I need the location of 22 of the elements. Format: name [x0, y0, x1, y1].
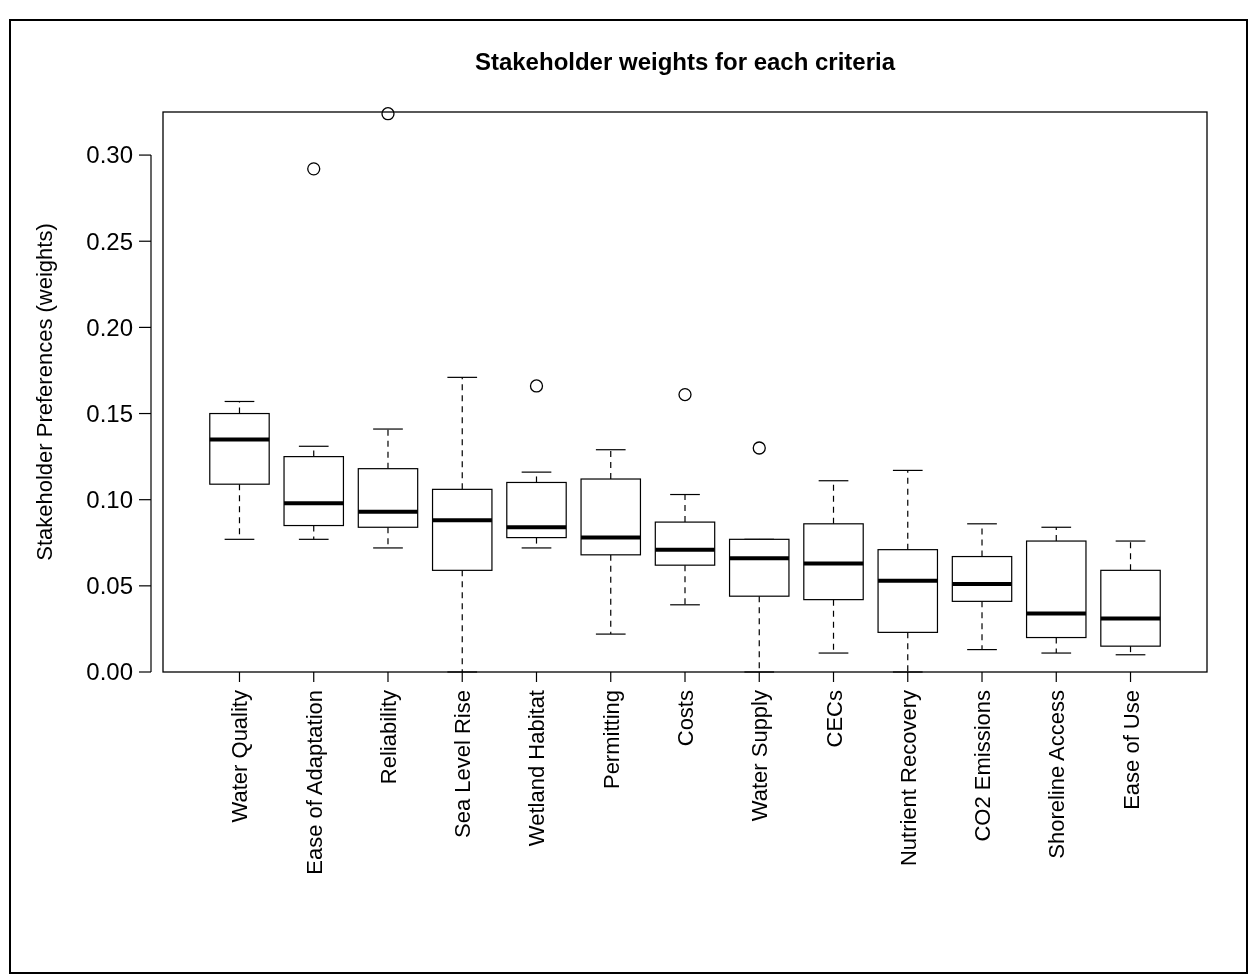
- x-tick-label: Ease of Adaptation: [301, 690, 327, 875]
- y-tick-label: 0.10: [86, 486, 133, 514]
- x-tick-label: CECs: [821, 690, 847, 748]
- x-tick-label: Permitting: [598, 690, 624, 790]
- y-axis-title: Stakeholder Preferences (weights): [32, 223, 57, 561]
- y-tick-label: 0.20: [86, 313, 133, 341]
- x-tick-label: Wetland Habitat: [524, 690, 550, 847]
- x-tick-label: CO2 Emissions: [970, 690, 996, 842]
- x-tick-label: Water Supply: [747, 690, 773, 822]
- x-tick-label: Shoreline Access: [1044, 690, 1070, 859]
- y-tick-label: 0.15: [86, 399, 133, 427]
- x-tick-label: Ease of Use: [1118, 690, 1144, 810]
- x-tick-label: Reliability: [375, 690, 401, 785]
- y-tick-label: 0.25: [86, 227, 133, 255]
- y-tick-label: 0.00: [86, 658, 133, 686]
- x-tick-label: Nutrient Recovery: [895, 690, 921, 867]
- x-tick-label: Sea Level Rise: [450, 690, 476, 838]
- y-tick-label: 0.30: [86, 141, 133, 169]
- chart-title: Stakeholder weights for each criteria: [474, 48, 896, 75]
- x-tick-label: Water Quality: [227, 690, 253, 823]
- y-tick-label: 0.05: [86, 572, 133, 600]
- x-tick-label: Costs: [673, 690, 698, 747]
